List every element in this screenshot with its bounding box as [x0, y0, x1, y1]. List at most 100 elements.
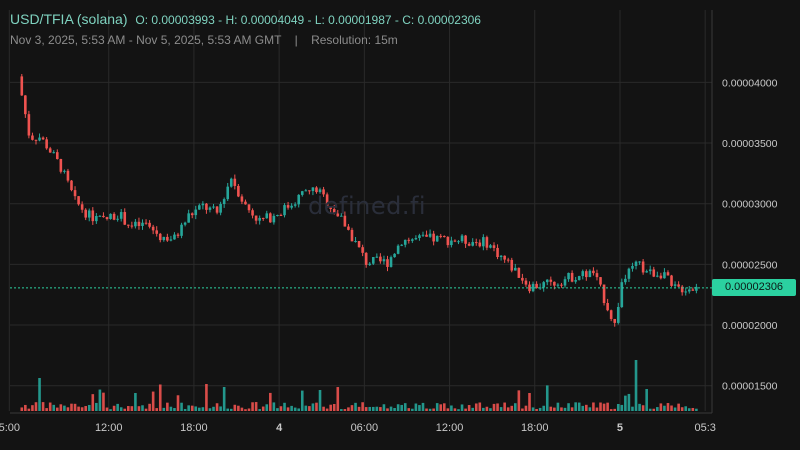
volume-bar [663, 405, 666, 411]
volume-bar [332, 403, 336, 411]
candle-body [300, 191, 304, 195]
candle-body [585, 271, 588, 278]
candle-body [332, 208, 336, 214]
candle-body [616, 307, 620, 323]
volume-bar [201, 407, 205, 411]
volume-bar [382, 404, 386, 411]
volume-bar [87, 404, 91, 411]
volume-bar [336, 387, 340, 411]
candle-body [105, 217, 109, 219]
volume-bar [24, 404, 27, 411]
candle-body [222, 199, 226, 205]
volume-bar [269, 392, 272, 411]
volume-bar [478, 402, 482, 411]
time-axis[interactable]: 5:00 12:00 18:00 4 06:00 12:00 18:00 5 05:3 [0, 422, 716, 434]
volume-bar [237, 405, 240, 411]
volume-bar [560, 407, 563, 411]
candle-body [336, 213, 340, 217]
volume-bar [553, 407, 556, 411]
candle-body [659, 275, 663, 279]
candle-body [176, 234, 180, 236]
y-tick-label: 0.00004000 [722, 77, 778, 89]
candle-body [581, 271, 585, 277]
candle-body [251, 210, 254, 216]
volume-bar [613, 408, 617, 411]
candle-body [38, 137, 41, 141]
volume-bar [325, 408, 329, 411]
candlesticks[interactable] [20, 74, 698, 327]
volume-bar [510, 405, 514, 411]
volume-bar [574, 402, 577, 411]
candle-body [677, 284, 680, 287]
candle-body [286, 205, 290, 208]
candle-body [127, 224, 130, 226]
candle-body [521, 277, 524, 281]
candle-body [634, 261, 638, 266]
candle-body [474, 242, 478, 244]
volume-bar [300, 390, 304, 411]
volume-bar [624, 395, 627, 411]
price-axis[interactable]: 0.00004000 0.00003500 0.00003000 0.00002500… [722, 77, 778, 392]
volume-bar [439, 404, 443, 411]
candle-body [620, 282, 624, 308]
volume-bar [492, 403, 496, 411]
volume-bar [684, 406, 688, 411]
candle-body [400, 244, 403, 246]
volume-bar [503, 402, 506, 411]
volume-bar [73, 403, 77, 411]
candle-body [41, 137, 45, 140]
y-tick-label: 0.00003500 [722, 138, 778, 150]
candle-body [457, 241, 460, 243]
candle-body [276, 215, 279, 217]
candle-body [229, 178, 233, 187]
volume-bar [570, 407, 574, 411]
volume-bar [687, 408, 691, 411]
volume-bar [343, 409, 347, 411]
candle-body [606, 303, 609, 311]
volume-bar [577, 402, 581, 411]
volume-bar [134, 393, 137, 411]
volume-bar [400, 404, 403, 411]
candle-body [467, 243, 471, 246]
volume-bar [155, 408, 159, 411]
volume-bar [84, 406, 87, 411]
candle-body [435, 235, 439, 242]
candle-body [656, 275, 659, 277]
candle-body [421, 234, 425, 236]
candle-body [482, 237, 485, 247]
volume-bar [95, 402, 98, 411]
resolution-label[interactable]: Resolution: 15m [311, 33, 398, 47]
volume-bar [482, 407, 485, 411]
candle-body [638, 261, 641, 263]
candle-body [169, 239, 173, 241]
watermark-logo: defined.fi [308, 192, 427, 220]
volume-bar [119, 407, 123, 411]
volume-bar [340, 409, 343, 411]
candle-body [343, 215, 347, 227]
volume-bar [379, 407, 382, 411]
volume-bar [677, 403, 680, 411]
volume-bar [514, 403, 517, 411]
candle-body [123, 212, 127, 225]
volume-bar [599, 402, 602, 411]
volume-bar [361, 402, 364, 411]
volume-bar [442, 403, 446, 411]
volume-bar [48, 402, 52, 411]
candle-body [453, 240, 457, 242]
candle-body [411, 239, 414, 241]
volume-bar [304, 405, 308, 411]
candle-body [134, 221, 137, 227]
volume-bar [141, 405, 144, 411]
candle-body [141, 222, 144, 226]
volume-bar [215, 403, 219, 411]
candle-body [499, 255, 503, 257]
volume-bar [63, 405, 66, 411]
candle-body [77, 196, 80, 205]
volume-bar [467, 405, 471, 411]
symbol-label[interactable]: USD/TFIA (solana) [10, 11, 128, 27]
volume-bar [670, 405, 673, 411]
volume-bar [631, 406, 634, 411]
volume-bar [457, 409, 460, 411]
candle-body [478, 242, 482, 247]
